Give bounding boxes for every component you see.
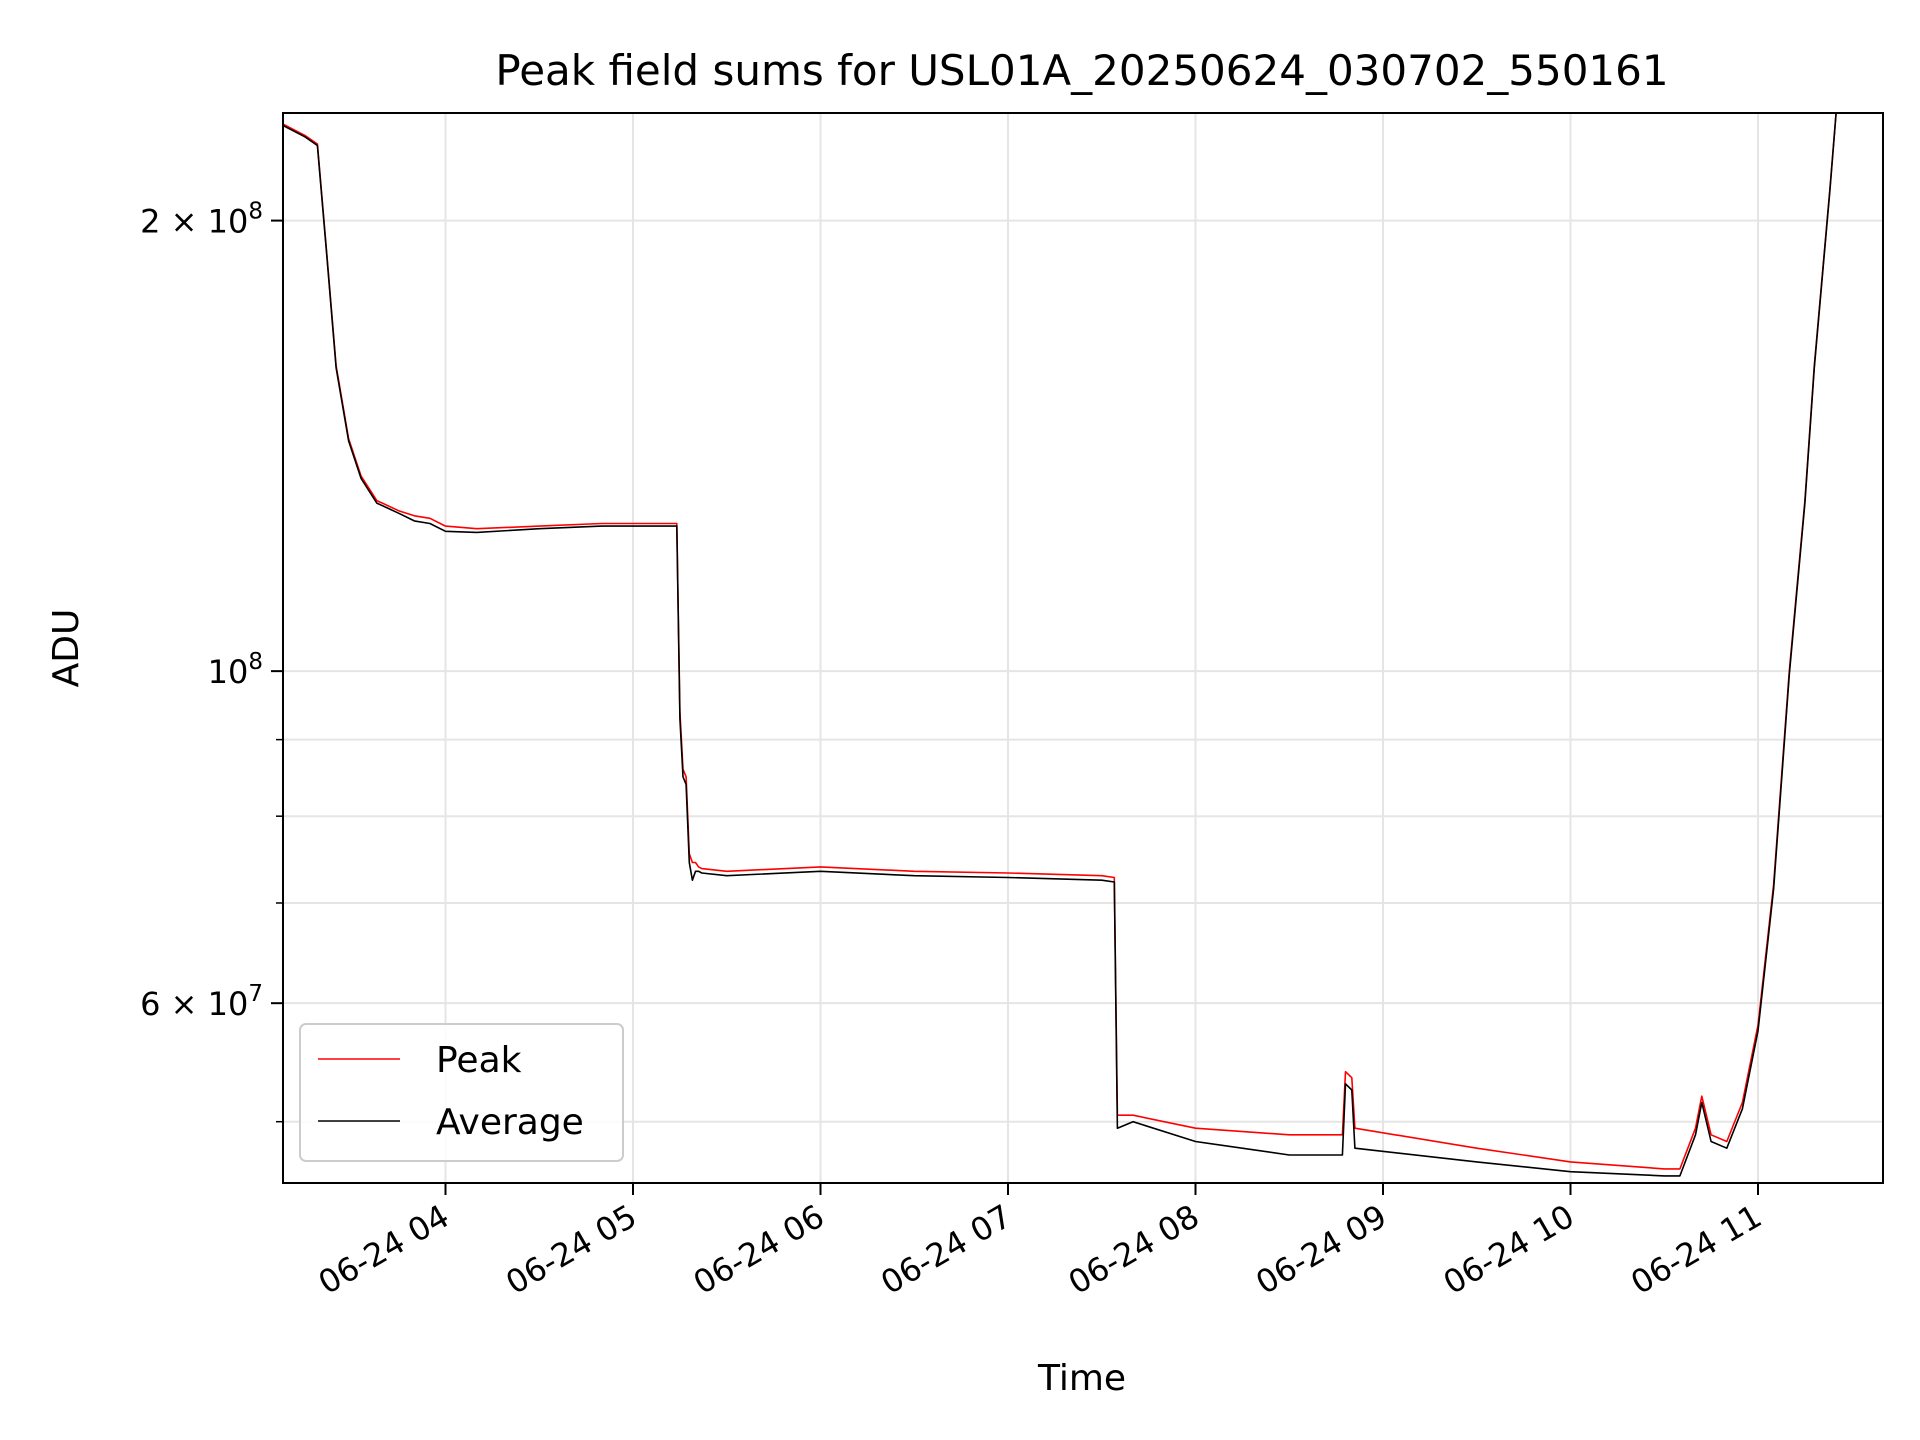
y-axis-label: ADU xyxy=(46,609,87,688)
y-tick-label: 2 × 108 xyxy=(140,199,263,241)
series-lines xyxy=(283,113,1837,1177)
grid xyxy=(283,113,1883,1183)
chart-title: Peak field sums for USL01A_20250624_0307… xyxy=(495,46,1668,95)
series-line-peak xyxy=(283,113,1837,1170)
x-axis-label: Time xyxy=(1037,1358,1126,1399)
plot-area xyxy=(282,112,1884,1184)
legend-label-peak: Peak xyxy=(436,1040,522,1081)
y-tick-label: 6 × 107 xyxy=(140,981,263,1023)
legend: Peak Average xyxy=(299,1023,624,1162)
legend-label-average: Average xyxy=(436,1102,584,1143)
series-line-average xyxy=(283,113,1837,1177)
